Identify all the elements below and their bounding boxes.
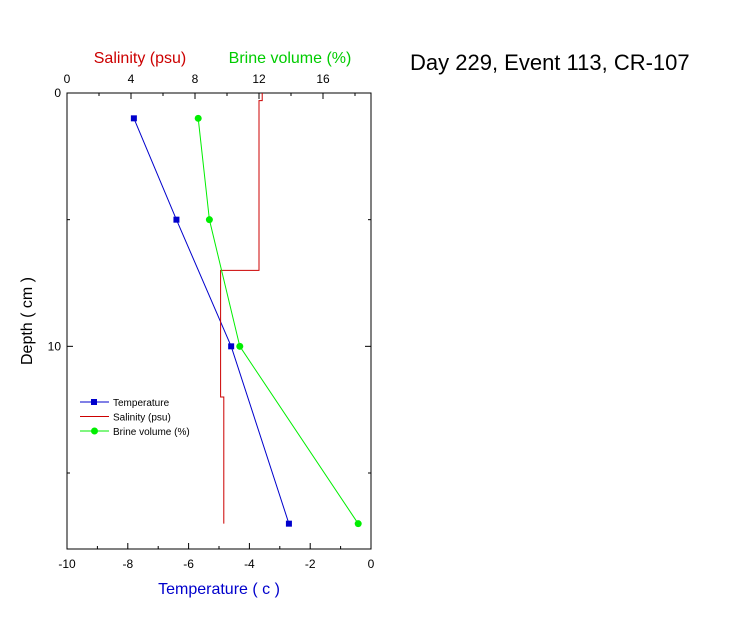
top-x-tick-label: 4 (128, 72, 135, 86)
legend-marker-3 (91, 427, 98, 435)
legend-marker-1 (91, 399, 97, 405)
plot-frame (66, 92, 372, 550)
data-point-3 (354, 520, 362, 528)
top-x-tick-label: 16 (316, 72, 330, 86)
x-tick-label: -10 (58, 557, 76, 571)
y-tick-label: 0 (54, 86, 61, 100)
legend-label-3: Brine volume (%) (113, 427, 190, 438)
y-axis-label: Depth ( cm ) (19, 277, 36, 365)
data-point-1 (173, 216, 180, 223)
data-point-3 (194, 114, 202, 122)
data-point-3 (236, 342, 244, 350)
series-line-2 (220, 93, 263, 524)
y-tick-label: 10 (48, 339, 62, 353)
legend-label-1: Temperature (113, 398, 170, 409)
x-tick-label: 0 (368, 557, 375, 571)
series-line-1 (133, 118, 290, 524)
x-axis-label: Temperature ( c ) (158, 581, 280, 598)
top-x-tick-label: 0 (64, 72, 71, 86)
top-axis-label-brine: Brine volume (%) (229, 50, 352, 67)
data-point-1 (285, 520, 292, 527)
legend-label-2: Salinity (psu) (113, 413, 171, 424)
top-axis-label-salinity: Salinity (psu) (94, 50, 186, 67)
chart-title: Day 229, Event 113, CR-107 (410, 50, 690, 75)
x-tick-label: -2 (305, 557, 316, 571)
top-x-tick-label: 12 (252, 72, 266, 86)
x-tick-label: -6 (183, 557, 194, 571)
data-point-1 (130, 115, 137, 122)
top-x-tick-label: 8 (192, 72, 199, 86)
x-tick-label: -4 (244, 557, 255, 571)
data-point-3 (205, 216, 213, 224)
series-line-3 (197, 118, 359, 524)
data-point-1 (228, 343, 235, 350)
x-tick-label: -8 (122, 557, 133, 571)
